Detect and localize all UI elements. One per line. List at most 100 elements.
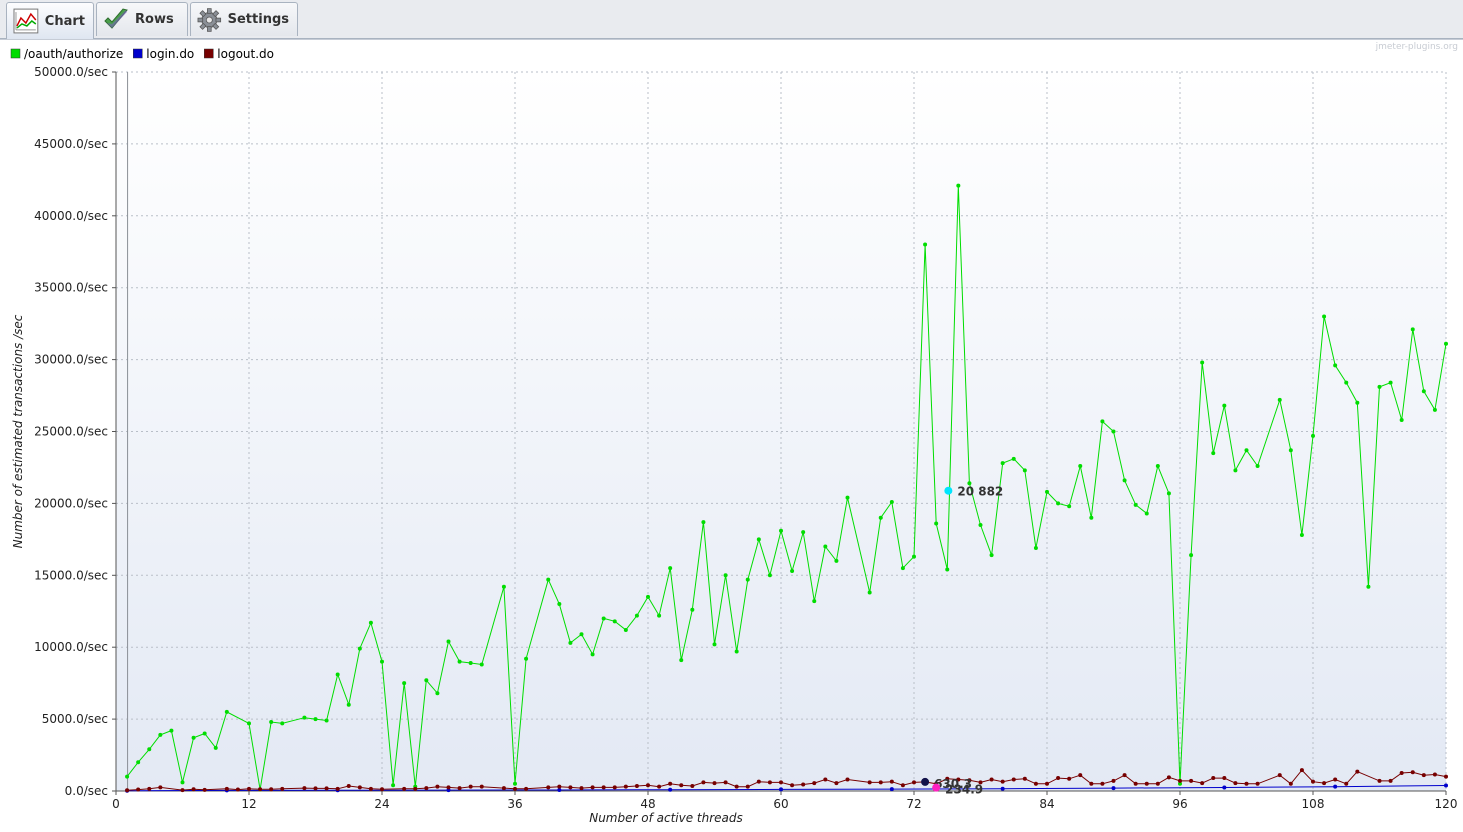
y-tick-label: 0.0/sec bbox=[65, 784, 108, 798]
data-point bbox=[989, 553, 994, 558]
tab-settings[interactable]: Settings bbox=[190, 2, 298, 36]
data-point bbox=[1000, 779, 1005, 784]
data-point bbox=[1244, 448, 1249, 453]
data-point bbox=[1432, 772, 1437, 777]
data-point bbox=[657, 784, 662, 789]
data-point bbox=[524, 656, 529, 661]
data-point bbox=[657, 613, 662, 618]
tab-chart[interactable]: Chart bbox=[6, 2, 94, 39]
data-point bbox=[779, 787, 783, 792]
data-point bbox=[1255, 781, 1260, 786]
data-point bbox=[1089, 515, 1094, 520]
data-point bbox=[1399, 417, 1404, 422]
data-point bbox=[1189, 553, 1194, 558]
data-point bbox=[1011, 777, 1016, 782]
data-point bbox=[568, 785, 573, 790]
data-point bbox=[912, 780, 916, 785]
legend-label: /oauth/authorize bbox=[24, 47, 123, 61]
data-point bbox=[1322, 314, 1327, 319]
data-point bbox=[1377, 778, 1382, 783]
data-point bbox=[513, 781, 517, 786]
legend-swatch bbox=[10, 48, 21, 59]
data-point bbox=[878, 780, 883, 785]
data-point bbox=[1100, 781, 1105, 786]
data-point bbox=[1277, 773, 1282, 778]
data-point bbox=[1399, 771, 1404, 776]
data-point bbox=[247, 721, 251, 726]
data-point bbox=[1299, 533, 1304, 538]
data-point bbox=[546, 577, 551, 582]
data-point bbox=[1100, 419, 1105, 424]
data-point bbox=[668, 566, 673, 571]
data-point bbox=[446, 785, 451, 790]
data-point bbox=[457, 786, 462, 791]
data-point bbox=[136, 760, 141, 765]
data-point bbox=[125, 774, 130, 779]
data-point bbox=[435, 784, 440, 789]
data-point bbox=[1421, 389, 1426, 394]
data-point bbox=[967, 481, 972, 486]
data-point bbox=[224, 709, 229, 714]
data-point bbox=[468, 661, 473, 666]
data-point bbox=[235, 787, 240, 792]
data-point bbox=[601, 785, 606, 790]
data-point bbox=[767, 573, 772, 578]
data-point bbox=[1200, 360, 1205, 365]
data-point bbox=[313, 786, 318, 791]
data-point bbox=[402, 681, 407, 686]
data-point bbox=[501, 584, 506, 589]
data-point bbox=[1355, 400, 1360, 405]
watermark: jmeter-plugins.org bbox=[1375, 42, 1458, 52]
data-point bbox=[524, 786, 529, 791]
data-point bbox=[956, 777, 961, 782]
legend-label: login.do bbox=[146, 47, 194, 61]
x-tick-label: 12 bbox=[241, 797, 256, 811]
data-point bbox=[346, 702, 351, 707]
data-point bbox=[380, 787, 384, 792]
data-point bbox=[280, 786, 285, 791]
data-point bbox=[1410, 770, 1415, 775]
data-point bbox=[634, 783, 639, 788]
data-point bbox=[158, 785, 163, 790]
hover-label-magenta: 234.9 bbox=[945, 783, 983, 797]
data-point bbox=[934, 521, 939, 526]
data-point bbox=[302, 786, 307, 791]
checkmark-icon bbox=[104, 7, 128, 29]
data-point bbox=[1333, 363, 1338, 368]
hover-label-green: 20 882 bbox=[957, 485, 1003, 499]
data-point bbox=[1377, 384, 1382, 389]
data-point bbox=[646, 594, 650, 599]
data-point bbox=[690, 783, 695, 788]
data-point bbox=[1122, 773, 1127, 778]
data-point bbox=[147, 747, 152, 752]
data-point bbox=[723, 573, 728, 578]
chart-icon bbox=[13, 8, 39, 34]
data-point bbox=[889, 779, 894, 784]
data-point bbox=[612, 619, 617, 624]
y-tick-label: 20000.0/sec bbox=[34, 496, 108, 510]
y-tick-label: 15000.0/sec bbox=[34, 568, 108, 582]
data-point bbox=[1189, 778, 1194, 783]
data-point bbox=[1388, 778, 1393, 783]
data-point bbox=[1144, 511, 1149, 516]
data-point bbox=[1333, 784, 1338, 789]
data-point bbox=[424, 678, 429, 683]
legend-label: logout.do bbox=[217, 47, 274, 61]
data-point bbox=[413, 786, 418, 791]
data-point bbox=[1233, 781, 1238, 786]
x-tick-label: 72 bbox=[906, 797, 921, 811]
data-point bbox=[147, 786, 152, 791]
data-point bbox=[424, 786, 429, 791]
data-point bbox=[779, 528, 783, 533]
data-point bbox=[701, 520, 706, 525]
hover-label-navy: 630.3 bbox=[934, 777, 972, 791]
data-point bbox=[668, 787, 673, 792]
data-point bbox=[1067, 504, 1072, 509]
data-point bbox=[136, 787, 141, 792]
data-point bbox=[1056, 776, 1061, 781]
data-point bbox=[202, 731, 207, 736]
data-point bbox=[357, 785, 362, 790]
tab-rows[interactable]: Rows bbox=[96, 2, 188, 36]
data-point bbox=[679, 658, 684, 663]
data-point bbox=[623, 784, 628, 789]
